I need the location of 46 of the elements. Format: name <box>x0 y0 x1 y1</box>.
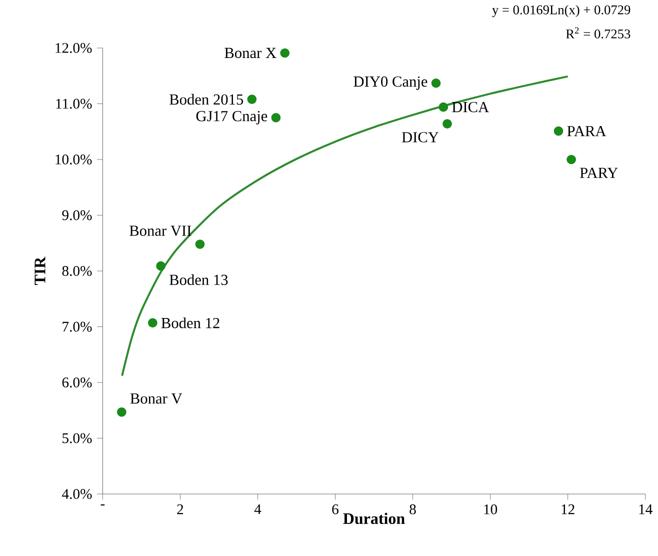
annotation: Boden 2015 <box>170 94 244 105</box>
x-tick-label: 2 <box>177 504 184 514</box>
annotation: Bonar X <box>224 48 276 58</box>
annotation: GJ17 Cnaje <box>196 110 268 124</box>
annotation: Bonar V <box>130 394 182 404</box>
line-series <box>121 75 569 377</box>
y-tick-label: 9.0% <box>62 210 92 220</box>
point <box>566 154 576 164</box>
point <box>438 102 448 112</box>
annotation: PARY <box>580 168 618 178</box>
annotation: Boden 13 <box>170 274 228 286</box>
x-tick-label: - <box>100 504 105 506</box>
y-tick-label: 8.0% <box>62 266 92 276</box>
point <box>156 261 166 271</box>
annotation: DICY <box>402 132 439 142</box>
x-tick-label: 4 <box>254 504 262 514</box>
point <box>247 94 257 104</box>
y-tick-label: 7.0% <box>62 322 92 332</box>
y-tick-label: 11.0% <box>56 98 92 109</box>
annotation: Boden 12 <box>161 317 220 328</box>
y-tick-label: 6.0% <box>62 378 92 388</box>
annotation: Bonar VII <box>130 226 192 236</box>
x-tick-label: 10 <box>484 504 498 514</box>
x-tick-label: 12 <box>562 504 574 514</box>
x-tick-label: 14 <box>639 504 652 514</box>
y-tick-label: 12.0% <box>56 43 92 53</box>
y-tick-label: 5.0% <box>62 433 92 444</box>
point <box>116 407 126 417</box>
annotation: PARA <box>567 126 606 136</box>
text: y = 0.0169Ln(x) + 0.0729 <box>492 4 630 18</box>
x-axis-title: Duration <box>343 512 405 524</box>
text: R$^{2}$ = 0.7253 <box>566 27 630 38</box>
y-tick-label: 10.0% <box>56 154 92 164</box>
point <box>195 240 205 249</box>
annotation: DIY0 Canje <box>354 76 428 90</box>
point <box>431 78 441 88</box>
y-tick-label: 4.0% <box>62 489 92 499</box>
x-tick-label: 6 <box>332 504 338 514</box>
x-tick-label: 8 <box>410 504 416 514</box>
point <box>442 119 452 128</box>
point <box>554 126 564 136</box>
annotation: DICA <box>452 102 490 112</box>
point <box>271 113 281 122</box>
point <box>280 48 290 58</box>
point <box>148 318 158 328</box>
y-axis-title: TIR <box>34 256 46 285</box>
